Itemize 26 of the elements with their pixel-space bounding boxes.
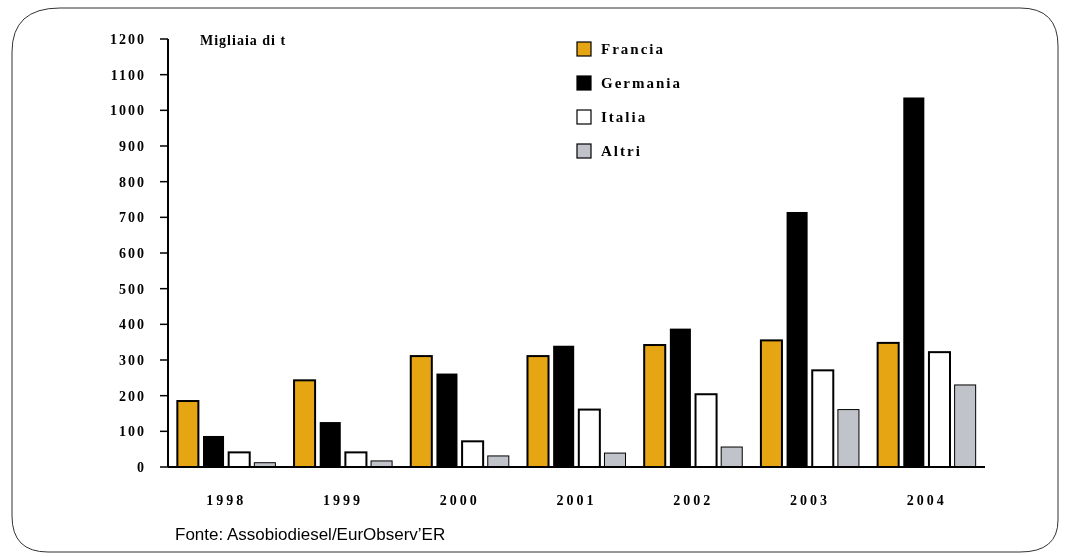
- y-tick-label: 400: [119, 317, 146, 333]
- y-tick-label: 800: [119, 174, 146, 190]
- x-tick-label: 1999: [323, 493, 364, 508]
- legend-label: Germania: [601, 75, 682, 92]
- legend-label: Francia: [601, 41, 665, 58]
- y-tick-label: 1000: [110, 103, 146, 119]
- legend-label: Altri: [601, 143, 642, 160]
- y-tick-label: 100: [119, 424, 146, 440]
- source-note: Fonte: Assobiodiesel/EurObserv’ER: [175, 525, 446, 544]
- y-tick-label: 900: [119, 138, 146, 154]
- x-tick-label: 2003: [789, 493, 830, 508]
- y-tick-label: 1100: [110, 67, 146, 83]
- y-tick-label: 300: [119, 352, 146, 368]
- y-tick-label: 700: [119, 210, 146, 226]
- x-tick-label: 2004: [906, 493, 947, 508]
- y-tick-label: 200: [119, 388, 146, 404]
- x-tick-label: 2000: [439, 493, 480, 508]
- x-tick-label: 2002: [673, 493, 714, 508]
- y-tick-label: 500: [119, 281, 146, 297]
- legend-label: Italia: [601, 109, 648, 126]
- x-tick-label: 2001: [556, 493, 597, 508]
- y-tick-label: 0: [137, 459, 146, 475]
- y-tick-label: 1200: [110, 31, 146, 47]
- y-tick-label: 600: [119, 245, 146, 261]
- y-axis-title: Migliaia di t: [200, 33, 287, 48]
- x-tick-label: 1998: [206, 493, 247, 508]
